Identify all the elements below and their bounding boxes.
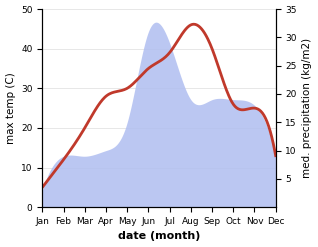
Y-axis label: max temp (C): max temp (C) bbox=[5, 72, 16, 144]
Y-axis label: med. precipitation (kg/m2): med. precipitation (kg/m2) bbox=[302, 38, 313, 178]
X-axis label: date (month): date (month) bbox=[118, 231, 200, 242]
